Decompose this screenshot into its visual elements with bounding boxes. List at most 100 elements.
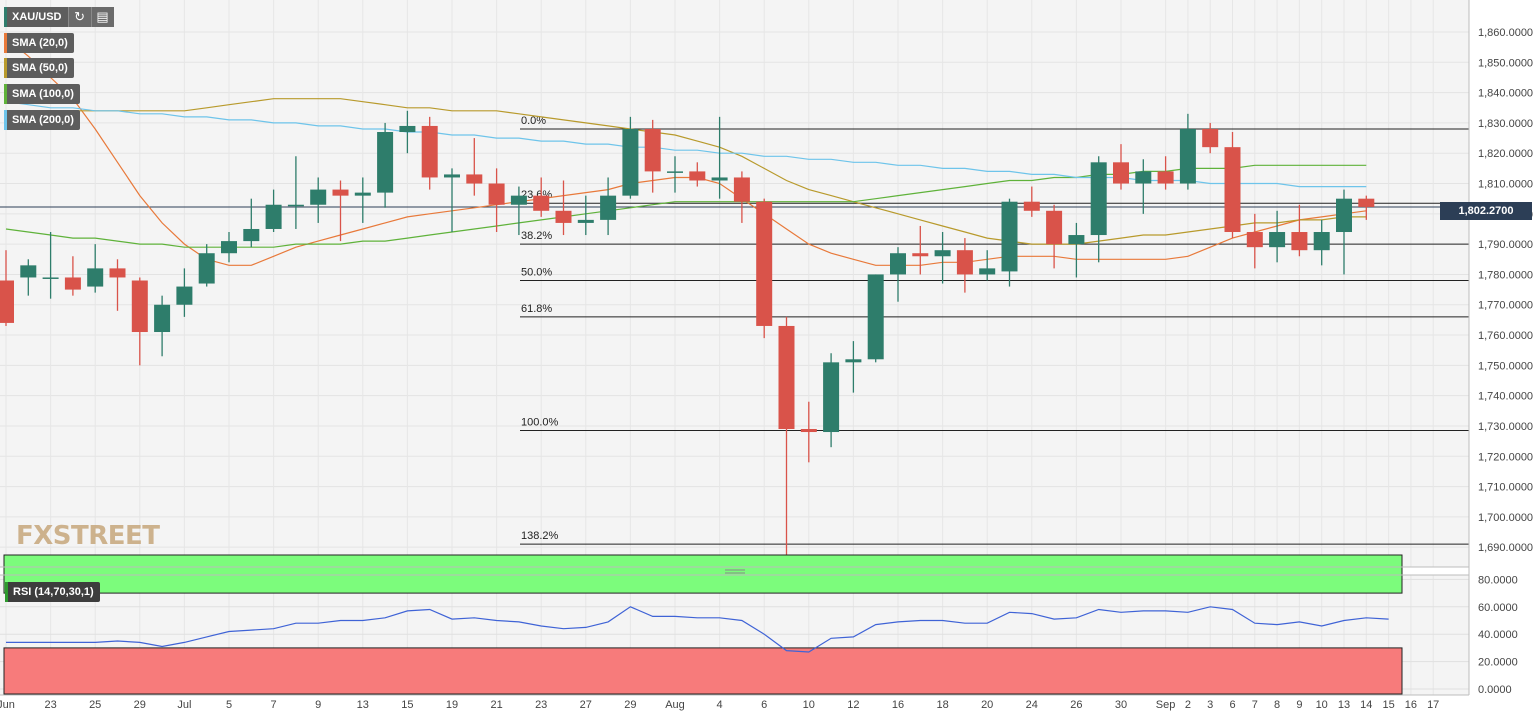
y-tick-label: 1,790.0000 bbox=[1478, 239, 1533, 251]
candle-down bbox=[131, 280, 148, 333]
symbol-text: XAU/USD bbox=[12, 11, 62, 23]
sma-100-label[interactable]: SMA (100,0) bbox=[4, 84, 80, 104]
candle-down bbox=[1113, 162, 1129, 184]
candle-up bbox=[265, 204, 282, 229]
rsi-tick-label: 20.0000 bbox=[1478, 657, 1518, 669]
candle-down bbox=[533, 195, 550, 211]
sma-100-swatch bbox=[4, 84, 7, 104]
candle-up bbox=[310, 189, 327, 205]
sma-20-swatch bbox=[4, 33, 7, 53]
x-tick-label: 16 bbox=[1405, 699, 1417, 711]
rsi-swatch bbox=[5, 582, 8, 602]
last-price-tag: 1,802.2700 bbox=[1440, 202, 1532, 220]
x-tick-label: Sep bbox=[1156, 699, 1176, 711]
y-tick-label: 1,750.0000 bbox=[1478, 360, 1533, 372]
candle-up bbox=[823, 362, 840, 433]
candle-down bbox=[1202, 128, 1219, 148]
x-tick-label: Jun bbox=[0, 699, 15, 711]
candle-up bbox=[87, 268, 104, 287]
chart-settings-icon[interactable]: ▤ bbox=[90, 7, 114, 27]
y-tick-label: 1,760.0000 bbox=[1478, 330, 1533, 342]
candle-up bbox=[979, 268, 996, 275]
x-tick-label: 17 bbox=[1427, 699, 1439, 711]
candle-up bbox=[867, 274, 884, 360]
x-tick-label: 16 bbox=[892, 699, 904, 711]
x-tick-label: 6 bbox=[1229, 699, 1235, 711]
y-tick-label: 1,700.0000 bbox=[1478, 512, 1533, 524]
x-tick-label: Aug bbox=[665, 699, 685, 711]
candle-down bbox=[109, 268, 126, 278]
sma-200-label[interactable]: SMA (200,0) bbox=[4, 110, 80, 130]
sma-20-label[interactable]: SMA (20,0) bbox=[4, 33, 74, 53]
candle-down bbox=[644, 128, 661, 172]
x-tick-label: 8 bbox=[1274, 699, 1280, 711]
y-tick-label: 1,720.0000 bbox=[1478, 451, 1533, 463]
y-tick-label: 1,850.0000 bbox=[1478, 57, 1533, 69]
candle-down bbox=[64, 277, 81, 290]
sma-line bbox=[6, 98, 1367, 245]
sma-50-label[interactable]: SMA (50,0) bbox=[4, 58, 74, 78]
candle-down bbox=[421, 125, 438, 178]
x-tick-label: 15 bbox=[401, 699, 413, 711]
candle-down bbox=[756, 201, 773, 326]
candle-down bbox=[555, 210, 572, 223]
x-tick-label: 5 bbox=[226, 699, 232, 711]
candle-down bbox=[1291, 232, 1308, 251]
candle-up bbox=[444, 174, 460, 178]
candle-down bbox=[733, 177, 750, 202]
x-tick-label: 12 bbox=[847, 699, 859, 711]
chart-toolbar: XAU/USD ↻ ▤ bbox=[4, 7, 114, 27]
fib-level-label: 38.2% bbox=[521, 230, 552, 242]
fib-level-label: 138.2% bbox=[521, 530, 559, 542]
x-tick-label: 9 bbox=[1296, 699, 1302, 711]
candle-up bbox=[1068, 235, 1085, 245]
fib-level-label: 50.0% bbox=[521, 267, 552, 279]
candle-up bbox=[1336, 198, 1352, 233]
x-tick-label: 2 bbox=[1185, 699, 1191, 711]
refresh-icon[interactable]: ↻ bbox=[67, 7, 91, 27]
candle-up bbox=[287, 204, 304, 207]
candle-down bbox=[778, 325, 795, 429]
x-tick-label: 29 bbox=[624, 699, 636, 711]
rsi-label[interactable]: RSI (14,70,30,1) bbox=[5, 582, 100, 602]
y-tick-label: 1,820.0000 bbox=[1478, 148, 1533, 160]
candle-up bbox=[1135, 171, 1152, 184]
x-tick-label: 20 bbox=[981, 699, 993, 711]
x-tick-label: 24 bbox=[1026, 699, 1038, 711]
y-tick-label: 1,740.0000 bbox=[1478, 391, 1533, 403]
x-tick-label: Jul bbox=[177, 699, 191, 711]
candle-down bbox=[1246, 232, 1263, 248]
rsi-tick-label: 40.0000 bbox=[1478, 629, 1518, 641]
x-tick-label: 30 bbox=[1115, 699, 1127, 711]
x-tick-label: 7 bbox=[1252, 699, 1258, 711]
rsi-oversold-zone bbox=[3, 647, 1403, 695]
symbol-label[interactable]: XAU/USD bbox=[4, 7, 68, 27]
candle-down bbox=[800, 428, 817, 433]
y-tick-label: 1,690.0000 bbox=[1478, 542, 1533, 554]
candle-up bbox=[221, 241, 237, 254]
x-tick-label: 6 bbox=[761, 699, 767, 711]
candle-up bbox=[667, 171, 683, 173]
candle-up bbox=[20, 265, 37, 278]
x-tick-label: 14 bbox=[1360, 699, 1372, 711]
x-tick-label: 23 bbox=[44, 699, 56, 711]
candle-up bbox=[1269, 232, 1286, 248]
grid bbox=[0, 0, 1469, 695]
candle-down bbox=[488, 183, 505, 205]
candle-up bbox=[1001, 201, 1018, 272]
candles bbox=[0, 110, 1375, 557]
candle-up bbox=[399, 125, 416, 133]
rsi-tick-label: 80.0000 bbox=[1478, 574, 1518, 586]
x-tick-label: 23 bbox=[535, 699, 547, 711]
candle-down bbox=[1046, 210, 1063, 245]
x-tick-label: 21 bbox=[490, 699, 502, 711]
x-tick-label: 10 bbox=[803, 699, 815, 711]
x-tick-label: 29 bbox=[134, 699, 146, 711]
rsi-panel bbox=[3, 554, 1403, 695]
x-tick-label: 13 bbox=[357, 699, 369, 711]
candle-up bbox=[845, 359, 862, 363]
y-tick-label: 1,780.0000 bbox=[1478, 269, 1533, 281]
sma-line bbox=[5, 37, 1367, 266]
